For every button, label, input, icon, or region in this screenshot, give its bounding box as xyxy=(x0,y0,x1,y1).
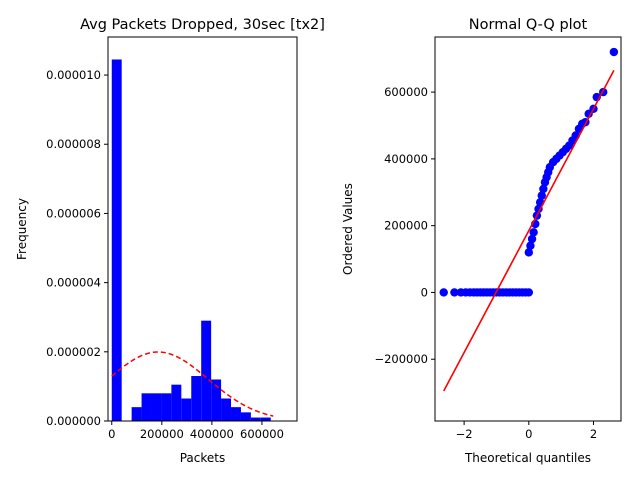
y-tick-label: 0.000000 xyxy=(46,414,101,428)
qq-point xyxy=(609,47,619,57)
y-tick-label: 0.000006 xyxy=(46,206,101,220)
histogram-title: Avg Packets Dropped, 30sec [tx2] xyxy=(80,17,325,33)
qq-point xyxy=(526,241,535,250)
y-tick-label: 0.000010 xyxy=(46,68,101,82)
x-tick-label: 2 xyxy=(590,427,597,441)
x-tick-label: 0 xyxy=(525,427,532,441)
histogram-bar xyxy=(131,407,142,421)
x-tick-label: 400000 xyxy=(190,427,234,441)
histogram-bar xyxy=(260,417,271,421)
histogram-y-axis-label: Frequency xyxy=(15,198,29,260)
qq-point xyxy=(524,288,534,297)
histogram-bar xyxy=(231,407,241,421)
y-tick-label: 0 xyxy=(421,285,428,299)
x-tick-label: 200000 xyxy=(140,427,184,441)
histogram-bar xyxy=(250,417,261,421)
y-tick-label: 400000 xyxy=(384,152,428,166)
qq-plot-frame xyxy=(434,36,622,422)
y-tick-label: 0.000002 xyxy=(46,345,101,359)
qq-point xyxy=(439,288,448,297)
normal-fit-curve xyxy=(111,351,274,417)
histogram-frame xyxy=(107,36,298,422)
qq-point xyxy=(450,288,459,297)
histogram-bar xyxy=(161,393,172,421)
histogram-bar xyxy=(141,393,152,421)
qq-y-axis-label: Ordered Values xyxy=(341,183,355,275)
qq-fit-line xyxy=(443,70,615,392)
histogram-bar xyxy=(191,376,202,421)
histogram-bar xyxy=(211,379,222,421)
qq-point xyxy=(524,248,534,257)
qq-point xyxy=(529,228,538,237)
x-tick-label: −2 xyxy=(456,427,473,441)
y-tick-label: 200000 xyxy=(384,219,428,233)
histogram-bar xyxy=(201,320,212,421)
y-tick-label: 600000 xyxy=(384,85,428,99)
x-tick-label: 600000 xyxy=(240,427,284,441)
y-tick-label: 0.000004 xyxy=(46,276,101,290)
histogram-chart: 0 200000 400000 600000 0.000000 0.000002 0.000… xyxy=(15,17,325,465)
x-tick-label: 0 xyxy=(108,427,115,441)
histogram-bar xyxy=(111,59,122,422)
histogram-bar xyxy=(221,398,232,421)
qq-x-axis-label: Theoretical quantiles xyxy=(464,451,591,465)
qq-plot-chart: −2 0 2 −200000 0 200000 400000 600000 Normal Q-Q… xyxy=(341,17,622,465)
histogram-bar xyxy=(171,384,182,421)
histogram-bar xyxy=(240,412,251,421)
qq-plot-title: Normal Q-Q plot xyxy=(469,17,588,33)
histogram-bar xyxy=(181,398,192,421)
y-tick-label: −200000 xyxy=(374,352,428,366)
y-tick-label: 0.000008 xyxy=(46,137,101,151)
qq-point xyxy=(527,234,537,244)
histogram-bar xyxy=(151,393,162,421)
qq-point xyxy=(539,184,548,194)
histogram-x-axis-label: Packets xyxy=(180,451,226,465)
qq-point xyxy=(537,191,546,200)
